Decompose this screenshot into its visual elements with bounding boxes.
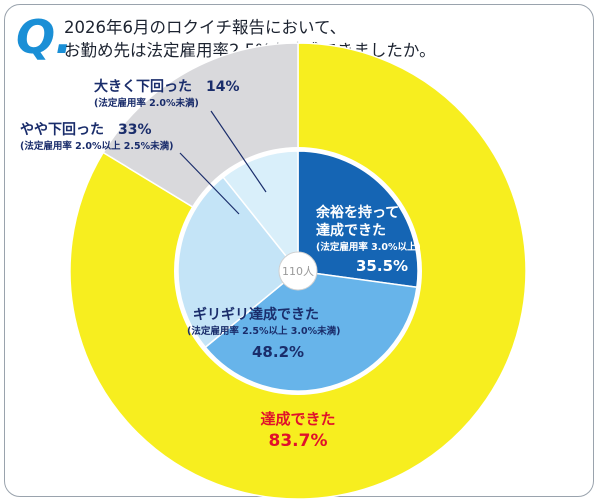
outer-slice-achieved — [69, 42, 527, 500]
inner-ring — [177, 150, 419, 392]
label-pale-title: 大きく下回った 14% — [94, 78, 240, 95]
label-light-note: (法定雇用率 2.0%以上 2.5%未満) — [20, 140, 174, 152]
leader-line-slightly-below — [179, 152, 240, 215]
label-mid-note: (法定雇用率 2.5%以上 3.0%未満) — [187, 325, 341, 337]
inner-slice-barely — [204, 270, 418, 392]
inner-slice-slightly-below — [177, 176, 300, 349]
label-dark-title-1: 余裕を持って — [315, 204, 399, 221]
question-line-1: 2026年6月のロクイチ報告において、 — [64, 18, 347, 37]
label-outer-value: 83.7% — [269, 431, 328, 451]
label-mid-title: ギリギリ達成できた — [193, 306, 319, 323]
inner-slice-comfortable — [297, 150, 419, 289]
label-dark-note: (法定雇用率 3.0%以上) — [316, 241, 421, 253]
label-outer-title: 達成できた — [260, 410, 335, 428]
leader-lines — [179, 110, 267, 215]
label-mid-value: 48.2% — [252, 343, 304, 361]
center-hole — [278, 251, 318, 291]
label-dark-value: 35.5% — [356, 257, 408, 275]
label-pale-note: (法定雇用率 2.0%未満) — [94, 97, 199, 109]
label-dark-title-2: 達成できた — [316, 222, 386, 239]
center-count-label: 110人 — [282, 265, 314, 278]
leader-line-far-below — [210, 110, 267, 193]
question-mark: Q. — [16, 10, 73, 64]
inner-slice-far-below — [222, 150, 299, 274]
label-light-title: やや下回った 33% — [20, 122, 152, 138]
